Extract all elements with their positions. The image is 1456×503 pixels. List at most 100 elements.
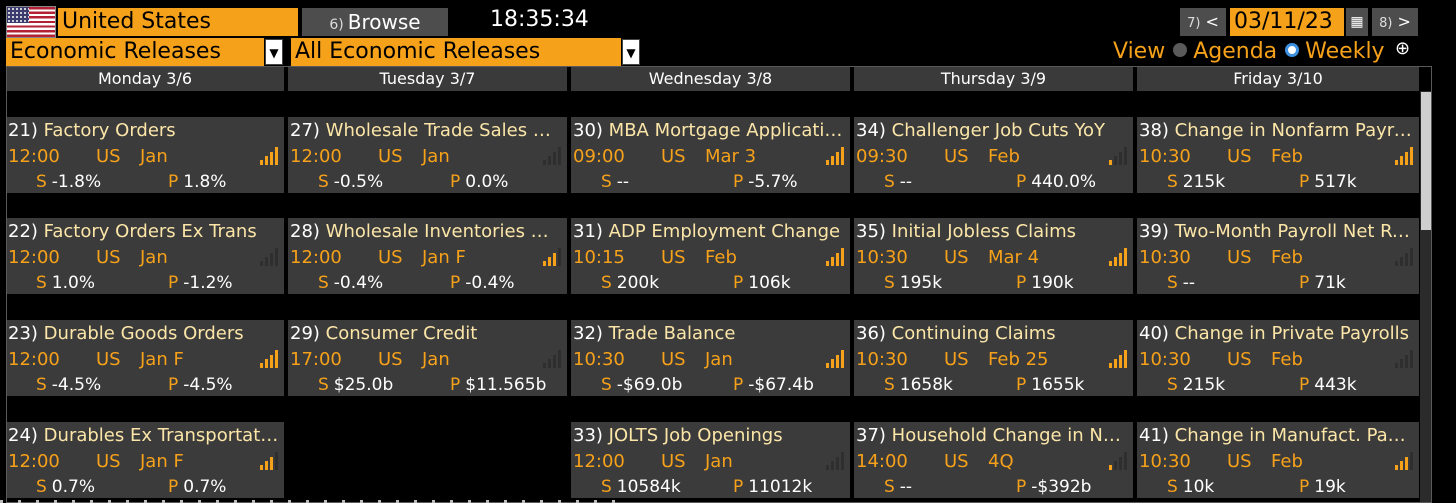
event-country: US (378, 349, 403, 370)
event-period: Feb (988, 146, 1020, 167)
event-values: S 215k P 443k (1167, 374, 1357, 396)
release-type-select[interactable]: Economic Releases (6, 38, 264, 66)
event-card[interactable]: 24) Durables Ex Transportation 12:00 US Jan… (6, 422, 284, 498)
release-scope-select[interactable]: All Economic Releases (291, 38, 621, 66)
event-card[interactable]: 29) Consumer Credit 17:00 US Jan S $25.0b P $11… (288, 320, 567, 396)
event-country: US (661, 247, 686, 268)
event-title[interactable]: 38) Change in Nonfarm Payrolls (1139, 120, 1415, 142)
relevance-bar (1124, 147, 1127, 165)
relevance-bar (1124, 452, 1127, 470)
event-card[interactable]: 31) ADP Employment Change 10:15 US Feb S 200k… (571, 218, 850, 294)
event-card[interactable]: 34) Challenger Job Cuts YoY 09:30 US Feb S --… (854, 117, 1133, 193)
event-card[interactable]: 37) Household Change in Net Worth 14:00 US… (854, 422, 1133, 498)
survey-label: S (1167, 477, 1178, 497)
day-header: Friday 3/10 (1137, 67, 1419, 91)
event-title[interactable]: 40) Change in Private Payrolls (1139, 323, 1415, 345)
weekly-radio[interactable] (1285, 43, 1300, 57)
event-time: 09:00 (573, 146, 625, 167)
event-period: 4Q (988, 451, 1014, 472)
agenda-radio[interactable] (1173, 43, 1188, 57)
event-card[interactable]: 38) Change in Nonfarm Payrolls 10:30 US Feb… (1137, 117, 1419, 193)
event-title[interactable]: 36) Continuing Claims (856, 323, 1129, 345)
day-header: Tuesday 3/7 (288, 67, 567, 91)
event-name: Household Change in Net Worth (891, 425, 1129, 446)
relevance-bar (265, 461, 268, 470)
event-index: 35) (856, 221, 886, 242)
event-card[interactable]: 40) Change in Private Payrolls 10:30 US Feb… (1137, 320, 1419, 396)
relevance-icon (543, 147, 561, 165)
event-time: 14:00 (856, 451, 908, 472)
previous-week-button[interactable]: 7) < (1180, 8, 1226, 36)
relevance-bar (841, 248, 844, 266)
chevron-right-icon: > (1397, 12, 1411, 31)
event-title[interactable]: 27) Wholesale Trade Sales MoM (290, 120, 563, 142)
survey-label: S (601, 477, 612, 497)
event-card[interactable]: 32) Trade Balance 10:30 US Jan S -$69.0b P -$67… (571, 320, 850, 396)
prior-label: P (1016, 477, 1027, 497)
event-title[interactable]: 21) Factory Orders (8, 120, 280, 142)
event-title[interactable]: 32) Trade Balance (573, 323, 846, 345)
event-title[interactable]: 34) Challenger Job Cuts YoY (856, 120, 1129, 142)
event-title[interactable]: 22) Factory Orders Ex Trans (8, 221, 280, 243)
event-name: Trade Balance (608, 323, 736, 344)
event-card[interactable]: 27) Wholesale Trade Sales MoM 12:00 US Jan S… (288, 117, 567, 193)
next-week-button[interactable]: 8) > (1372, 8, 1418, 36)
event-name: Wholesale Inventories MoM (325, 221, 563, 242)
calendar-icon[interactable]: ▦ (1346, 8, 1368, 36)
event-card[interactable]: 30) MBA Mortgage Applications 09:00 US Mar … (571, 117, 850, 193)
relevance-bar (543, 261, 546, 266)
event-name: JOLTS Job Openings (608, 425, 783, 446)
event-title[interactable]: 23) Durable Goods Orders (8, 323, 280, 345)
browse-button[interactable]: 6) Browse (302, 8, 448, 36)
event-title[interactable]: 37) Household Change in Net Worth (856, 425, 1129, 447)
event-title[interactable]: 33) JOLTS Job Openings (573, 425, 846, 447)
survey-value: 195k (899, 273, 943, 293)
event-card[interactable]: 41) Change in Manufact. Payrolls 10:30 US F… (1137, 422, 1419, 498)
event-title[interactable]: 41) Change in Manufact. Payrolls (1139, 425, 1415, 447)
event-time: 12:00 (290, 247, 342, 268)
event-card[interactable]: 28) Wholesale Inventories MoM 12:00 US Jan … (288, 218, 567, 294)
event-card[interactable]: 23) Durable Goods Orders 12:00 US Jan F S -4.… (6, 320, 284, 396)
event-card[interactable]: 39) Two-Month Payroll Net Revision 10:30 U… (1137, 218, 1419, 294)
relevance-bar (558, 248, 561, 266)
agenda-label[interactable]: Agenda (1193, 39, 1278, 64)
weekly-label[interactable]: Weekly (1305, 39, 1385, 64)
event-card[interactable]: 21) Factory Orders 12:00 US Jan S -1.8% P 1.8% (6, 117, 284, 193)
scrollbar-thumb[interactable] (1421, 92, 1431, 230)
date-value: 03/11/23 (1234, 9, 1333, 34)
event-name: MBA Mortgage Applications (608, 120, 846, 141)
relevance-bar (1395, 160, 1398, 165)
event-title[interactable]: 28) Wholesale Inventories MoM (290, 221, 563, 243)
zoom-icon[interactable]: ⊕ (1395, 38, 1411, 59)
day-header: Monday 3/6 (6, 67, 284, 91)
event-meta: 12:00 US Jan (573, 451, 795, 473)
prior-label: P (1299, 477, 1310, 497)
event-title[interactable]: 31) ADP Employment Change (573, 221, 846, 243)
country-field[interactable]: United States (58, 8, 298, 36)
event-title[interactable]: 30) MBA Mortgage Applications (573, 120, 846, 142)
relevance-icon (260, 350, 278, 368)
relevance-bar (1405, 355, 1408, 368)
prior-value: -$67.4b (748, 375, 814, 395)
event-title[interactable]: 24) Durables Ex Transportation (8, 425, 280, 447)
date-input[interactable]: 03/11/23 (1230, 8, 1344, 36)
relevance-bar (836, 355, 839, 368)
event-period: Feb 25 (988, 349, 1049, 370)
event-card[interactable]: 33) JOLTS Job Openings 12:00 US Jan S 10584k P… (571, 422, 850, 498)
event-title[interactable]: 39) Two-Month Payroll Net Revision (1139, 221, 1415, 243)
relevance-bar (270, 457, 273, 470)
event-card[interactable]: 36) Continuing Claims 10:30 US Feb 25 S 1658k… (854, 320, 1133, 396)
event-title[interactable]: 35) Initial Jobless Claims (856, 221, 1129, 243)
event-card[interactable]: 22) Factory Orders Ex Trans 12:00 US Jan S 1.… (6, 218, 284, 294)
release-type-dropdown-icon[interactable]: ▼ (265, 39, 283, 65)
prior-value: 0.7% (183, 477, 227, 497)
event-country: US (96, 146, 121, 167)
release-scope-dropdown-icon[interactable]: ▼ (622, 39, 640, 65)
survey-value: -$69.0b (616, 375, 683, 395)
next-shortcut: 8) (1379, 16, 1393, 31)
event-title[interactable]: 29) Consumer Credit (290, 323, 563, 345)
event-index: 23) (8, 323, 38, 344)
survey-value: -1.8% (51, 172, 102, 192)
relevance-icon (1109, 452, 1127, 470)
